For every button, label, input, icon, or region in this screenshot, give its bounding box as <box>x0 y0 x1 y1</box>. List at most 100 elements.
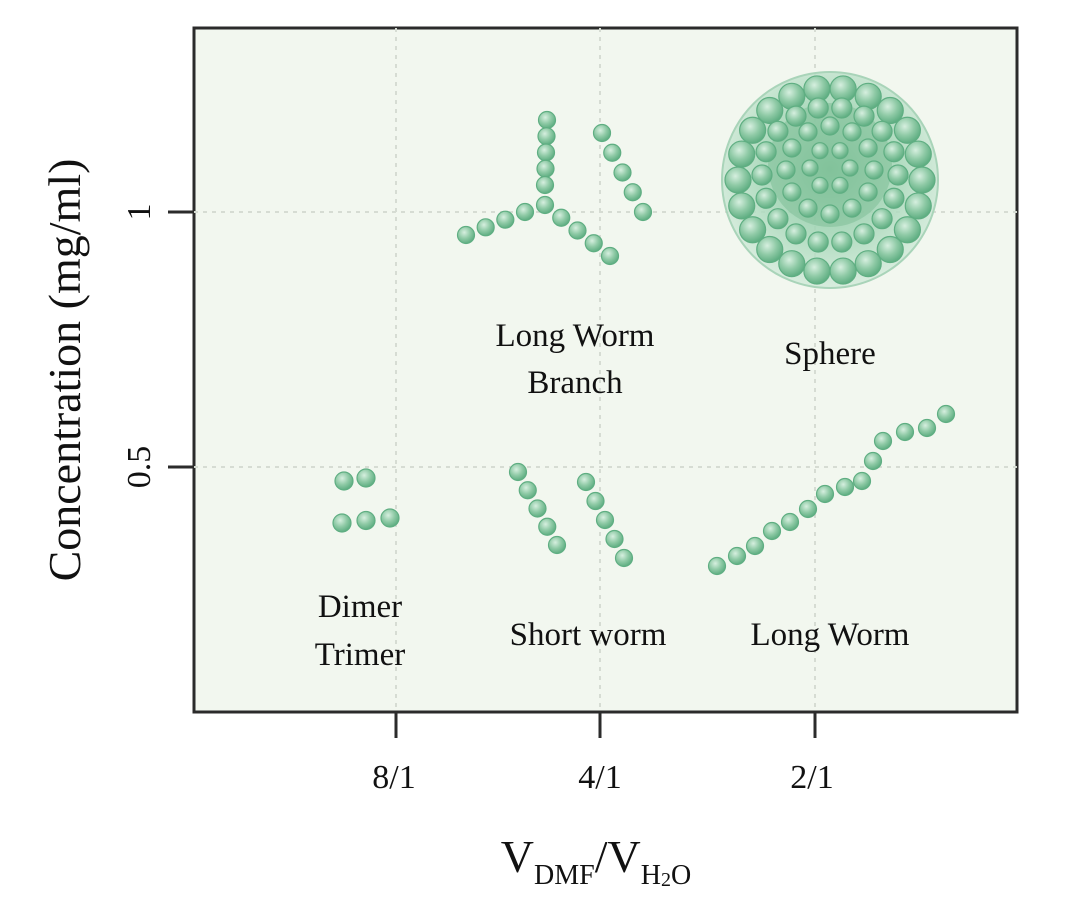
sphere-inner-bead <box>798 198 818 218</box>
sphere-inner-bead <box>842 198 862 218</box>
branch-separate-bead <box>633 202 653 222</box>
sphere-mid-bead <box>853 223 875 245</box>
sphere-outer-bead <box>778 250 806 278</box>
branch-arm-left <box>456 202 535 245</box>
sphere-inner-bead <box>858 138 878 158</box>
y-tick-label-1: 1 <box>121 204 158 221</box>
sphere-outer-bead <box>893 116 921 144</box>
label-short-worm: Short worm <box>510 617 667 653</box>
long-worm-chain-bead <box>762 521 782 541</box>
short-worm-left-bead <box>508 462 528 482</box>
label-dimer: Dimer <box>318 589 402 625</box>
sphere-outer-bead <box>854 82 882 110</box>
sphere-outer-bead <box>829 257 857 285</box>
sphere-mid-bead <box>755 187 777 209</box>
sphere-outer-bead <box>728 140 756 168</box>
branch-arm-right-bead <box>600 246 620 266</box>
long-worm-chain-bead <box>873 431 893 451</box>
branch-separate-bead <box>613 163 632 182</box>
x-axis-title: VDMF/VH2O <box>501 831 691 891</box>
sphere-inner-bead <box>858 182 878 202</box>
short-worm-left-bead <box>528 499 547 518</box>
sphere-core-bead <box>811 176 829 194</box>
sphere-core-bead <box>831 142 849 160</box>
axis-ticks <box>168 210 817 738</box>
sphere-outer-bead <box>756 96 784 125</box>
short-worm-right-bead <box>576 472 596 492</box>
sphere-outer-bead <box>778 82 806 110</box>
sphere-outer-bead <box>756 235 784 264</box>
branch-separate-bead <box>603 143 622 162</box>
sphere-mid-bead <box>871 120 893 142</box>
short-worm-right-bead <box>586 491 605 511</box>
sphere-mid-bead <box>883 187 905 209</box>
y-axis-title: Concentration (mg/ml) <box>39 159 90 582</box>
x-title-v2: V <box>608 831 641 882</box>
label-branch-1: Long Worm <box>496 318 655 354</box>
branch-separate <box>592 123 653 222</box>
micelle-beads <box>332 110 956 576</box>
branch-arm-up-bead <box>535 175 555 195</box>
short-worm-left <box>508 462 567 555</box>
long-worm-chain-bead <box>815 484 835 504</box>
sphere-outer-bead <box>803 257 831 285</box>
branch-arm-right <box>535 195 620 266</box>
sphere-mid-bead <box>853 105 875 127</box>
branch-arm-right-bead <box>535 195 555 215</box>
sphere-beads <box>724 75 936 285</box>
sphere-inner-bead <box>776 160 796 180</box>
x-title-sub-o: O <box>671 860 691 891</box>
branch-separate-bead <box>623 183 642 202</box>
trimer-chain-bead <box>380 508 400 528</box>
sphere-outer-bead <box>876 96 904 125</box>
sphere-mid-bead <box>785 223 807 245</box>
long-worm-chain-bead <box>780 512 800 532</box>
branch-separate-bead <box>592 123 612 143</box>
y-tick-label-0-5: 0.5 <box>121 446 158 489</box>
x-title-sub-h: H <box>641 860 661 891</box>
sphere-inner-bead <box>782 182 802 202</box>
short-worm-right-bead <box>595 510 615 530</box>
sphere-mid-bead <box>831 231 853 253</box>
trimer-chain-bead <box>356 510 376 531</box>
sphere-aggregate <box>721 71 939 289</box>
label-trimer: Trimer <box>315 637 405 673</box>
dimer-chain-bead <box>334 471 354 491</box>
branch-arm-up-bead <box>537 110 557 130</box>
dimer-chain-bead <box>356 468 376 488</box>
short-worm-left-bead <box>547 535 567 555</box>
trimer-chain <box>332 508 400 533</box>
sphere-mid-bead <box>831 97 853 119</box>
sphere-inner-bead <box>842 122 862 142</box>
trimer-chain-bead <box>332 513 352 533</box>
long-worm-chain-bead <box>707 556 727 576</box>
branch-arm-right-bead <box>552 208 571 227</box>
dimer-chain <box>334 468 376 491</box>
sphere-mid-bead <box>883 141 905 163</box>
sphere-mid-bead <box>751 164 773 186</box>
sphere-mid-bead <box>767 208 789 230</box>
long-worm-chain-bead <box>835 477 855 497</box>
long-worm-chain-bead <box>895 422 915 442</box>
sphere-mid-bead <box>767 120 789 142</box>
sphere-outer-bead <box>724 166 752 194</box>
long-worm-chain-bead <box>727 546 747 566</box>
x-tick-label-4-1: 4/1 <box>578 759 621 796</box>
long-worm-chain-bead <box>745 536 765 556</box>
label-sphere: Sphere <box>784 336 876 372</box>
long-worm-chain-bead <box>936 404 956 424</box>
short-worm-left-bead <box>538 517 557 536</box>
sphere-outer-bead <box>739 116 767 144</box>
x-tick-label-8-1: 8/1 <box>372 759 415 796</box>
sphere-outer-bead <box>893 216 921 244</box>
long-worm-chain-bead <box>917 418 937 438</box>
sphere-mid-bead <box>807 231 829 253</box>
branch-arm-left-bead <box>515 202 535 222</box>
branch-arm-right-bead <box>584 234 603 253</box>
short-worm-left-bead <box>518 481 537 500</box>
branch-arm-up-bead <box>536 159 555 178</box>
branch-arm-up-bead <box>536 143 556 162</box>
label-long-worm: Long Worm <box>751 617 910 653</box>
short-worm-right-bead <box>605 529 624 549</box>
sphere-outer-bead <box>904 192 932 220</box>
